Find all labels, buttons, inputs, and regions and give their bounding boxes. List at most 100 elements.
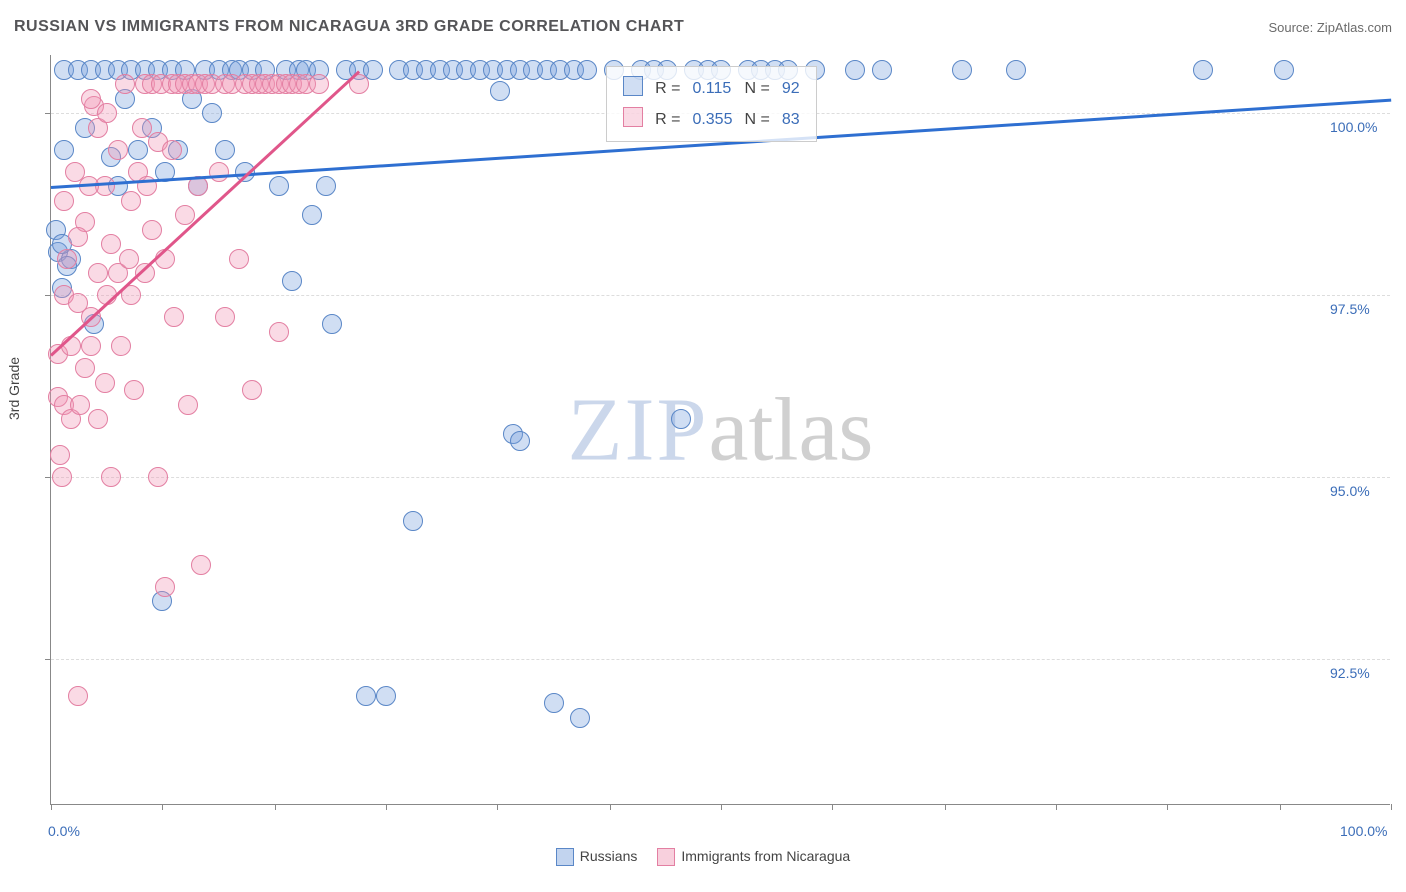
- x-tick: [51, 804, 52, 810]
- plot-area: ZIPatlas: [50, 55, 1390, 805]
- data-point: [302, 205, 322, 225]
- data-point: [155, 577, 175, 597]
- data-point: [111, 336, 131, 356]
- data-point: [577, 60, 597, 80]
- x-tick: [721, 804, 722, 810]
- data-point: [242, 380, 262, 400]
- data-point: [403, 511, 423, 531]
- x-tick: [275, 804, 276, 810]
- y-tick-label: 92.5%: [1330, 665, 1370, 681]
- chart-title: RUSSIAN VS IMMIGRANTS FROM NICARAGUA 3RD…: [14, 18, 684, 36]
- data-point: [1193, 60, 1213, 80]
- data-point: [81, 336, 101, 356]
- data-point: [68, 686, 88, 706]
- legend-r-value: 0.355: [686, 104, 738, 135]
- data-point: [119, 249, 139, 269]
- x-tick: [1391, 804, 1392, 810]
- data-point: [115, 74, 135, 94]
- correlation-legend: R =0.115N =92R =0.355N =83: [606, 66, 817, 142]
- legend-item: Russians: [556, 848, 638, 866]
- data-point: [191, 555, 211, 575]
- y-tick: [45, 113, 51, 114]
- data-point: [178, 395, 198, 415]
- data-point: [164, 307, 184, 327]
- data-point: [356, 686, 376, 706]
- data-point: [671, 409, 691, 429]
- data-point: [52, 467, 72, 487]
- watermark-atlas: atlas: [709, 380, 874, 479]
- legend-r-key: R =: [649, 104, 686, 135]
- data-point: [128, 140, 148, 160]
- data-point: [61, 336, 81, 356]
- x-tick: [497, 804, 498, 810]
- data-point: [132, 118, 152, 138]
- y-tick-label: 95.0%: [1330, 483, 1370, 499]
- y-axis-label: 3rd Grade: [6, 357, 22, 420]
- gridline: [51, 295, 1390, 296]
- data-point: [490, 81, 510, 101]
- legend-label: Immigrants from Nicaragua: [681, 848, 850, 864]
- legend-swatch: [623, 107, 643, 127]
- data-point: [57, 249, 77, 269]
- legend-r-value: 0.115: [686, 73, 738, 104]
- data-point: [124, 380, 144, 400]
- x-tick: [162, 804, 163, 810]
- legend-r-key: R =: [649, 73, 686, 104]
- legend-n-key: N =: [738, 104, 775, 135]
- data-point: [142, 220, 162, 240]
- data-point: [872, 60, 892, 80]
- legend-swatch: [623, 76, 643, 96]
- x-tick: [1167, 804, 1168, 810]
- y-tick: [45, 295, 51, 296]
- legend-swatch: [657, 848, 675, 866]
- y-tick-label: 97.5%: [1330, 301, 1370, 317]
- data-point: [570, 708, 590, 728]
- data-point: [68, 227, 88, 247]
- data-point: [101, 234, 121, 254]
- y-tick: [45, 659, 51, 660]
- y-tick-label: 100.0%: [1330, 119, 1377, 135]
- gridline: [51, 477, 1390, 478]
- data-point: [121, 191, 141, 211]
- data-point: [215, 140, 235, 160]
- chart-source: Source: ZipAtlas.com: [1268, 20, 1392, 35]
- legend-bottom: Russians Immigrants from Nicaragua: [0, 848, 1406, 866]
- data-point: [229, 249, 249, 269]
- data-point: [952, 60, 972, 80]
- x-max-label: 100.0%: [1340, 823, 1387, 839]
- legend-n-value: 92: [776, 73, 806, 104]
- legend-n-value: 83: [776, 104, 806, 135]
- data-point: [88, 409, 108, 429]
- x-tick: [386, 804, 387, 810]
- data-point: [148, 467, 168, 487]
- data-point: [1274, 60, 1294, 80]
- data-point: [54, 191, 74, 211]
- data-point: [202, 103, 222, 123]
- data-point: [108, 140, 128, 160]
- data-point: [101, 467, 121, 487]
- x-tick: [610, 804, 611, 810]
- gridline: [51, 659, 1390, 660]
- data-point: [50, 445, 70, 465]
- data-point: [269, 176, 289, 196]
- chart-container: RUSSIAN VS IMMIGRANTS FROM NICARAGUA 3RD…: [0, 0, 1406, 892]
- watermark-zip: ZIP: [568, 380, 709, 479]
- data-point: [510, 431, 530, 451]
- data-point: [309, 74, 329, 94]
- legend-item: Immigrants from Nicaragua: [657, 848, 850, 866]
- data-point: [88, 263, 108, 283]
- data-point: [544, 693, 564, 713]
- data-point: [54, 140, 74, 160]
- data-point: [70, 395, 90, 415]
- x-tick: [832, 804, 833, 810]
- x-tick: [1056, 804, 1057, 810]
- data-point: [75, 358, 95, 378]
- data-point: [845, 60, 865, 80]
- data-point: [95, 373, 115, 393]
- data-point: [269, 322, 289, 342]
- data-point: [215, 307, 235, 327]
- data-point: [81, 89, 101, 109]
- data-point: [97, 103, 117, 123]
- data-point: [316, 176, 336, 196]
- data-point: [282, 271, 302, 291]
